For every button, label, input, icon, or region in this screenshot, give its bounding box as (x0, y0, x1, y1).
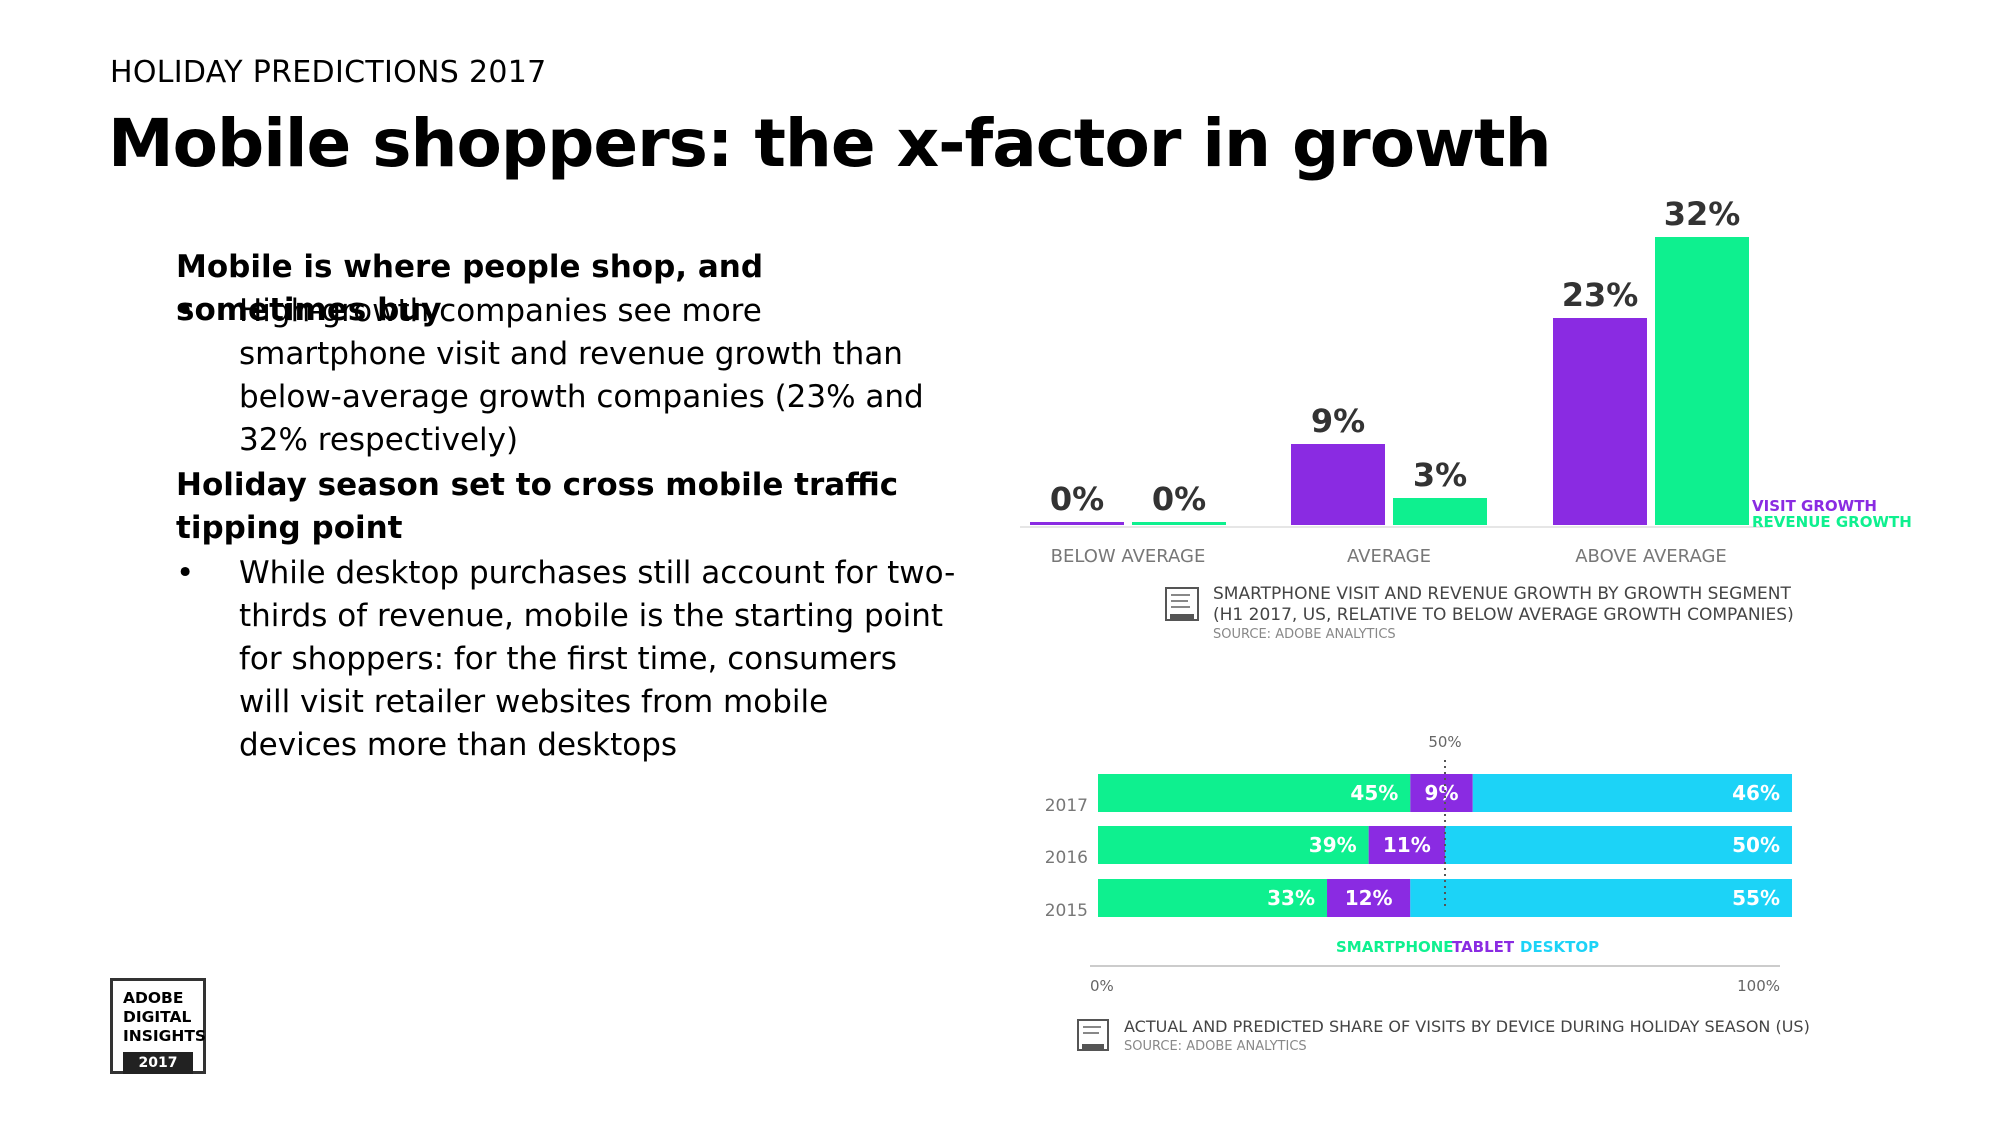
reference-label: 50% (1428, 733, 1461, 751)
caption-icon (1077, 1019, 1109, 1051)
segment-tablet-2015 (1327, 879, 1411, 917)
data-label: 55% (1732, 886, 1780, 910)
data-label: 0% (1152, 480, 1206, 518)
section-heading-tipping-point: Holiday season set to cross mobile traff… (176, 467, 899, 546)
bullet-text: While desktop purchases still account fo… (239, 555, 956, 763)
legend-tablet: TABLET (1452, 938, 1515, 956)
segment-desktop-2016 (1445, 826, 1792, 864)
year-label: 2017 (1045, 796, 1088, 816)
bar-revenue-growth-above-average (1655, 237, 1749, 525)
data-label: 0% (1050, 480, 1104, 518)
bullet-growth-companies: • High-growth companies see more smartph… (176, 290, 956, 462)
legend-visit-growth: VISIT GROWTH (1752, 497, 1877, 515)
data-label: 12% (1345, 886, 1393, 910)
caption-line1: ACTUAL AND PREDICTED SHARE OF VISITS BY … (1124, 1017, 1810, 1036)
segment-tablet-2017 (1410, 774, 1473, 812)
caption-line2: (H1 2017, US, RELATIVE TO BELOW AVERAGE … (1213, 605, 1794, 625)
data-label: 9% (1425, 781, 1459, 805)
bullet-marker: • (176, 555, 195, 591)
caption-icon (1165, 587, 1199, 621)
year-label: 2015 (1045, 901, 1088, 921)
growth-bar-chart: 0% 0% BELOW AVERAGE 9% 3% AVERAGE 23% 32% ABOVE … (1020, 195, 1912, 642)
category-label: ABOVE AVERAGE (1575, 546, 1727, 567)
category-label: BELOW AVERAGE (1051, 546, 1206, 567)
bullet-text: High-growth companies see more smartphon… (239, 293, 924, 458)
device-share-chart: 45% 9% 46% 2017 39% 11% 50% 2016 33% 12% 55% 2015 5… (1045, 733, 1810, 1054)
slide-title: Mobile shoppers: the x-factor in growth (108, 105, 1552, 182)
bar-visit-growth-above-average (1553, 318, 1647, 525)
slide-kicker: HOLIDAY PREDICTIONS 2017 (110, 55, 547, 90)
legend-revenue-growth: REVENUE GROWTH (1752, 513, 1912, 531)
segment-smartphone-2015 (1098, 879, 1328, 917)
caption-line1: SMARTPHONE VISIT AND REVENUE GROWTH BY G… (1213, 584, 1791, 604)
segment-tablet-2016 (1368, 826, 1445, 864)
caption-source: SOURCE: ADOBE ANALYTICS (1213, 627, 1396, 642)
section-heading-mobile-shop: Mobile is where people shop, and sometim… (176, 249, 764, 328)
year-label: 2016 (1045, 848, 1088, 868)
bullet-marker: • (176, 293, 195, 329)
bullet-desktop-purchases: • While desktop purchases still account … (176, 552, 956, 767)
segment-desktop-2015 (1410, 879, 1792, 917)
logo-year: 2017 (123, 1052, 193, 1074)
data-label: 50% (1732, 833, 1780, 857)
segment-smartphone-2016 (1098, 826, 1369, 864)
data-label: 9% (1311, 402, 1365, 440)
data-label: 11% (1383, 833, 1431, 857)
bar-revenue-growth-below-average (1132, 522, 1226, 525)
data-label: 46% (1732, 781, 1780, 805)
x-axis-max-label: 100% (1737, 977, 1780, 995)
legend-smartphone: SMARTPHONE (1336, 938, 1454, 956)
data-label: 45% (1350, 781, 1398, 805)
bar-visit-growth-average (1291, 444, 1385, 525)
data-label: 33% (1267, 886, 1315, 910)
legend-desktop: DESKTOP (1520, 938, 1599, 956)
caption-source: SOURCE: ADOBE ANALYTICS (1124, 1039, 1307, 1054)
data-label: 3% (1413, 456, 1467, 494)
bar-visit-growth-below-average (1030, 522, 1124, 525)
category-label: AVERAGE (1347, 546, 1431, 567)
x-axis-min-label: 0% (1090, 977, 1114, 995)
logo-text: ADOBE DIGITAL INSIGHTS (123, 989, 207, 1045)
bar-revenue-growth-average (1393, 498, 1487, 525)
segment-desktop-2017 (1472, 774, 1792, 812)
segment-smartphone-2017 (1098, 774, 1411, 812)
data-label: 23% (1562, 276, 1639, 314)
data-label: 32% (1664, 195, 1741, 233)
data-label: 39% (1309, 833, 1357, 857)
adobe-digital-insights-logo: ADOBE DIGITAL INSIGHTS 2017 (110, 978, 206, 1074)
